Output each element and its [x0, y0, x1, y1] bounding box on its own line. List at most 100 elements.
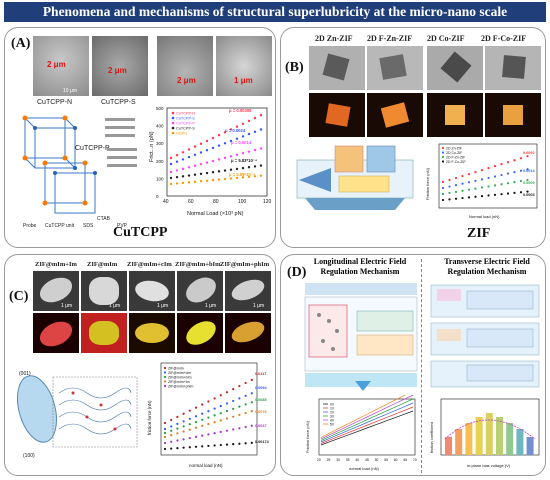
chart-a-point: [205, 179, 209, 182]
chart-d-right-bar: [475, 417, 483, 455]
chart-b-legend-entry: 2D F-Co-ZIF: [446, 160, 466, 164]
chart-c-legend-entry: ZIF@mIm: [168, 367, 184, 371]
sem-image-4: 1 μm: [216, 36, 272, 96]
panel-b-caption: ZIF: [467, 226, 491, 241]
chart-c-annotation: 0.0117: [255, 372, 266, 376]
chart-a-point: [235, 125, 239, 128]
chart-a-point: [169, 156, 173, 160]
chart-c-point: [170, 440, 173, 443]
chart-c-point: [219, 394, 222, 397]
chart-a-annotation: μ = 5.83*10⁻⁴: [231, 158, 257, 163]
zif-mechanism-diagram: [296, 145, 414, 210]
chart-c-legend-marker: [163, 380, 167, 383]
chart-d-left-xlabel: normal load (nN): [349, 466, 379, 471]
chart-d-right-bar: [445, 437, 452, 455]
eds-c-1: [33, 313, 79, 353]
chart-c-point: [213, 414, 216, 417]
panel-c: (C) ZIF@mIm+Im ZIF@mIm ZIF@mIm+cIm ZIF@m…: [4, 254, 276, 476]
chart-a-ytick: 300: [156, 141, 164, 146]
chart-a-point: [175, 160, 179, 163]
scale-bar-label: 10 μm: [63, 88, 77, 94]
chart-b-point: [500, 183, 503, 186]
chart-a-point: [175, 175, 179, 179]
chart-c-point: [250, 410, 253, 413]
eds-c-3: [129, 313, 175, 353]
chart-c-point: [238, 413, 241, 416]
chart-a-point: [253, 165, 257, 168]
chart-a-point: [241, 166, 245, 170]
chart-a-point: [193, 180, 197, 183]
chart-a-ytick: 400: [156, 124, 164, 129]
chart-c-point: [232, 428, 235, 431]
chart-a-point: [187, 148, 191, 151]
chart-c-point: [176, 439, 179, 442]
sem-label-3: 2 μm: [177, 76, 196, 85]
chart-d-right-bar: [526, 437, 534, 455]
chart-d-left-series: [320, 402, 414, 443]
chart-d-left-legend-entry: 3V: [330, 414, 335, 418]
scale-c-3: 1 μm: [157, 303, 169, 309]
chart-a-point: [229, 168, 233, 171]
chart-b-point: [454, 190, 458, 193]
chart-c-point: [225, 402, 229, 405]
chart-a-point: [229, 139, 233, 143]
chart-c-xlabel: normal load (nN): [189, 463, 223, 468]
chart-b-point: [526, 155, 529, 158]
chart-a-legend-entry: HOPG: [176, 132, 187, 136]
chart-b-legend-entry: 2D Zn-ZIF: [446, 147, 462, 151]
chart-c-legend-entry: ZIF@mIm+cIm: [168, 371, 191, 375]
chart-a-ytick: 100: [156, 176, 164, 181]
chart-d-left-xtick: 60: [394, 458, 398, 462]
chart-a-point: [223, 156, 227, 160]
col-co-zif: 2D Co-ZIF: [427, 34, 465, 43]
chart-b-point: [519, 169, 523, 172]
chart-d-left-xtick: 30: [336, 458, 340, 462]
chart-a-point: [229, 128, 233, 131]
chart-d-right-xlabel: in-plane bias voltage (V): [467, 463, 511, 468]
chart-b-point: [441, 186, 445, 190]
chart-c-point: [201, 412, 204, 415]
chart-b-xlabel: Normal load (nN): [469, 214, 500, 219]
chart-c-point: [225, 417, 229, 420]
panel-c-label: (C): [9, 289, 29, 304]
panel-a: (A) 2 μm 10 μm 2 μm 2 μm 1 μm CuTCPP-N C…: [4, 27, 276, 248]
chart-c-point: [163, 441, 167, 445]
chart-d-left-xtick: 65: [403, 458, 407, 462]
chart-c-point: [225, 429, 229, 432]
chart-c-point: [250, 441, 253, 444]
chart-b-point: [467, 181, 471, 184]
chart-b-legend-entry: 2D F-Zn-ZIF: [446, 156, 465, 160]
structure-label-p: CuTCPP-P: [75, 145, 110, 152]
chart-c-point: [188, 446, 191, 449]
legend-sds: SDS: [83, 223, 94, 229]
chart-a-point: [223, 131, 227, 134]
chart-c-point: [238, 397, 241, 400]
chart-c-point: [213, 407, 216, 410]
chart-b-point: [500, 173, 503, 177]
left-title-line-1: Longitudinal Electric Field: [313, 257, 407, 266]
chart-a-point: [211, 136, 215, 140]
chart-a-point: [205, 149, 209, 152]
chart-b-legend-marker: [441, 160, 445, 163]
chart-c-point: [163, 431, 167, 435]
chart-a-point: [199, 180, 203, 183]
tem-c-4: 1 μm: [177, 271, 223, 311]
chart-c-point: [207, 416, 210, 419]
chart-b-point: [474, 171, 477, 174]
tem-image-3: [427, 46, 483, 90]
afm-image-3: [427, 93, 483, 137]
chart-a-point: [247, 119, 251, 123]
chart-a-annotation: μ = 0.00305: [229, 108, 252, 113]
tem-image-2: [367, 46, 423, 90]
chart-c-point: [163, 421, 167, 425]
chart-b-legend-marker: [441, 155, 445, 159]
tem-image-1: [309, 46, 365, 90]
chart-b-point: [454, 184, 458, 187]
chart-d-left-xtick: 70: [413, 458, 417, 462]
chart-b-point: [448, 185, 451, 188]
chart-a-point: [259, 174, 263, 177]
chart-d-left-legend-entry: 5V: [330, 422, 335, 426]
longitudinal-mechanism-diagram: [304, 283, 418, 391]
chart-b-point: [526, 178, 529, 182]
chart-a-point: [199, 142, 203, 145]
